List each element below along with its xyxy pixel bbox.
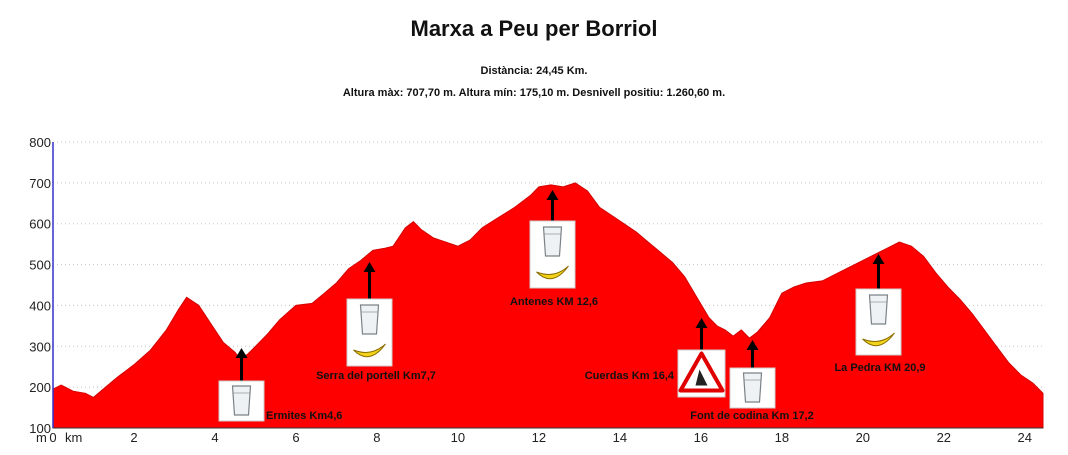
arrow-up-icon [546,190,559,200]
cup-icon [542,226,563,257]
x-axis-unit: km [65,430,82,445]
y-axis-unit: m [36,430,47,445]
y-tick-label: 200 [29,380,51,395]
cup-icon [868,294,889,325]
chart-title: Marxa a Peu per Borriol [410,16,658,41]
arrow-up-icon [872,254,885,264]
y-tick-label: 300 [29,339,51,354]
warning-icon [678,351,725,393]
x-tick-label: 6 [292,430,299,445]
x-tick-label: 4 [211,430,218,445]
arrow-up-icon [746,340,759,350]
x-tick-label: 2 [130,430,137,445]
x-tick-label: 14 [613,430,627,445]
arrow-up-icon [695,318,708,328]
y-tick-label: 800 [29,135,51,150]
x-tick-label: 16 [694,430,708,445]
stats-subtitle: Altura màx: 707,70 m. Altura mín: 175,10… [342,87,726,99]
x-tick-label: 8 [373,430,380,445]
y-tick-label: 700 [29,176,51,191]
cup-icon [231,385,252,416]
falling-rocks-symbol [695,369,708,386]
waypoint-label: Serra del portell Km7,7 [316,370,436,382]
banana-icon [536,265,569,280]
waypoint-marker: La Pedra KM 20,9 [834,254,926,374]
y-tick-label: 400 [29,298,51,313]
waypoint-marker: Ermites Km4,6 [218,348,342,422]
y-tick-label: 100 [29,421,51,436]
arrow-up-icon [363,262,376,272]
waypoint-label: Ermites Km4,6 [266,410,342,422]
y-tick-label: 600 [29,217,51,232]
x-tick-label: 12 [532,430,546,445]
waypoint-label: Font de codina Km 17,2 [690,410,813,422]
x-tick-label: 10 [451,430,465,445]
banana-icon [862,332,895,347]
waypoint-label: Antenes KM 12,6 [510,296,598,308]
waypoint-marker: Serra del portell Km7,7 [316,262,436,382]
cup-icon [742,372,763,403]
x-tick-label: 0 [49,430,56,445]
waypoint-marker: Antenes KM 12,6 [510,190,598,308]
elevation-area [52,182,1044,429]
x-tick-label: 22 [937,430,951,445]
x-tick-label: 20 [856,430,870,445]
x-tick-label: 18 [775,430,789,445]
waypoint-marker: Font de codina Km 17,2 [690,340,814,422]
waypoint-marker: Cuerdas Km 16,4 [585,318,726,398]
arrow-up-icon [235,348,248,358]
cup-icon [359,304,380,335]
waypoint-label: La Pedra KM 20,9 [834,362,925,374]
waypoint-label: Cuerdas Km 16,4 [585,370,675,382]
y-tick-label: 500 [29,258,51,273]
banana-icon [353,343,386,358]
distance-subtitle: Distància: 24,45 Km. [480,65,588,77]
x-tick-label: 24 [1018,430,1032,445]
